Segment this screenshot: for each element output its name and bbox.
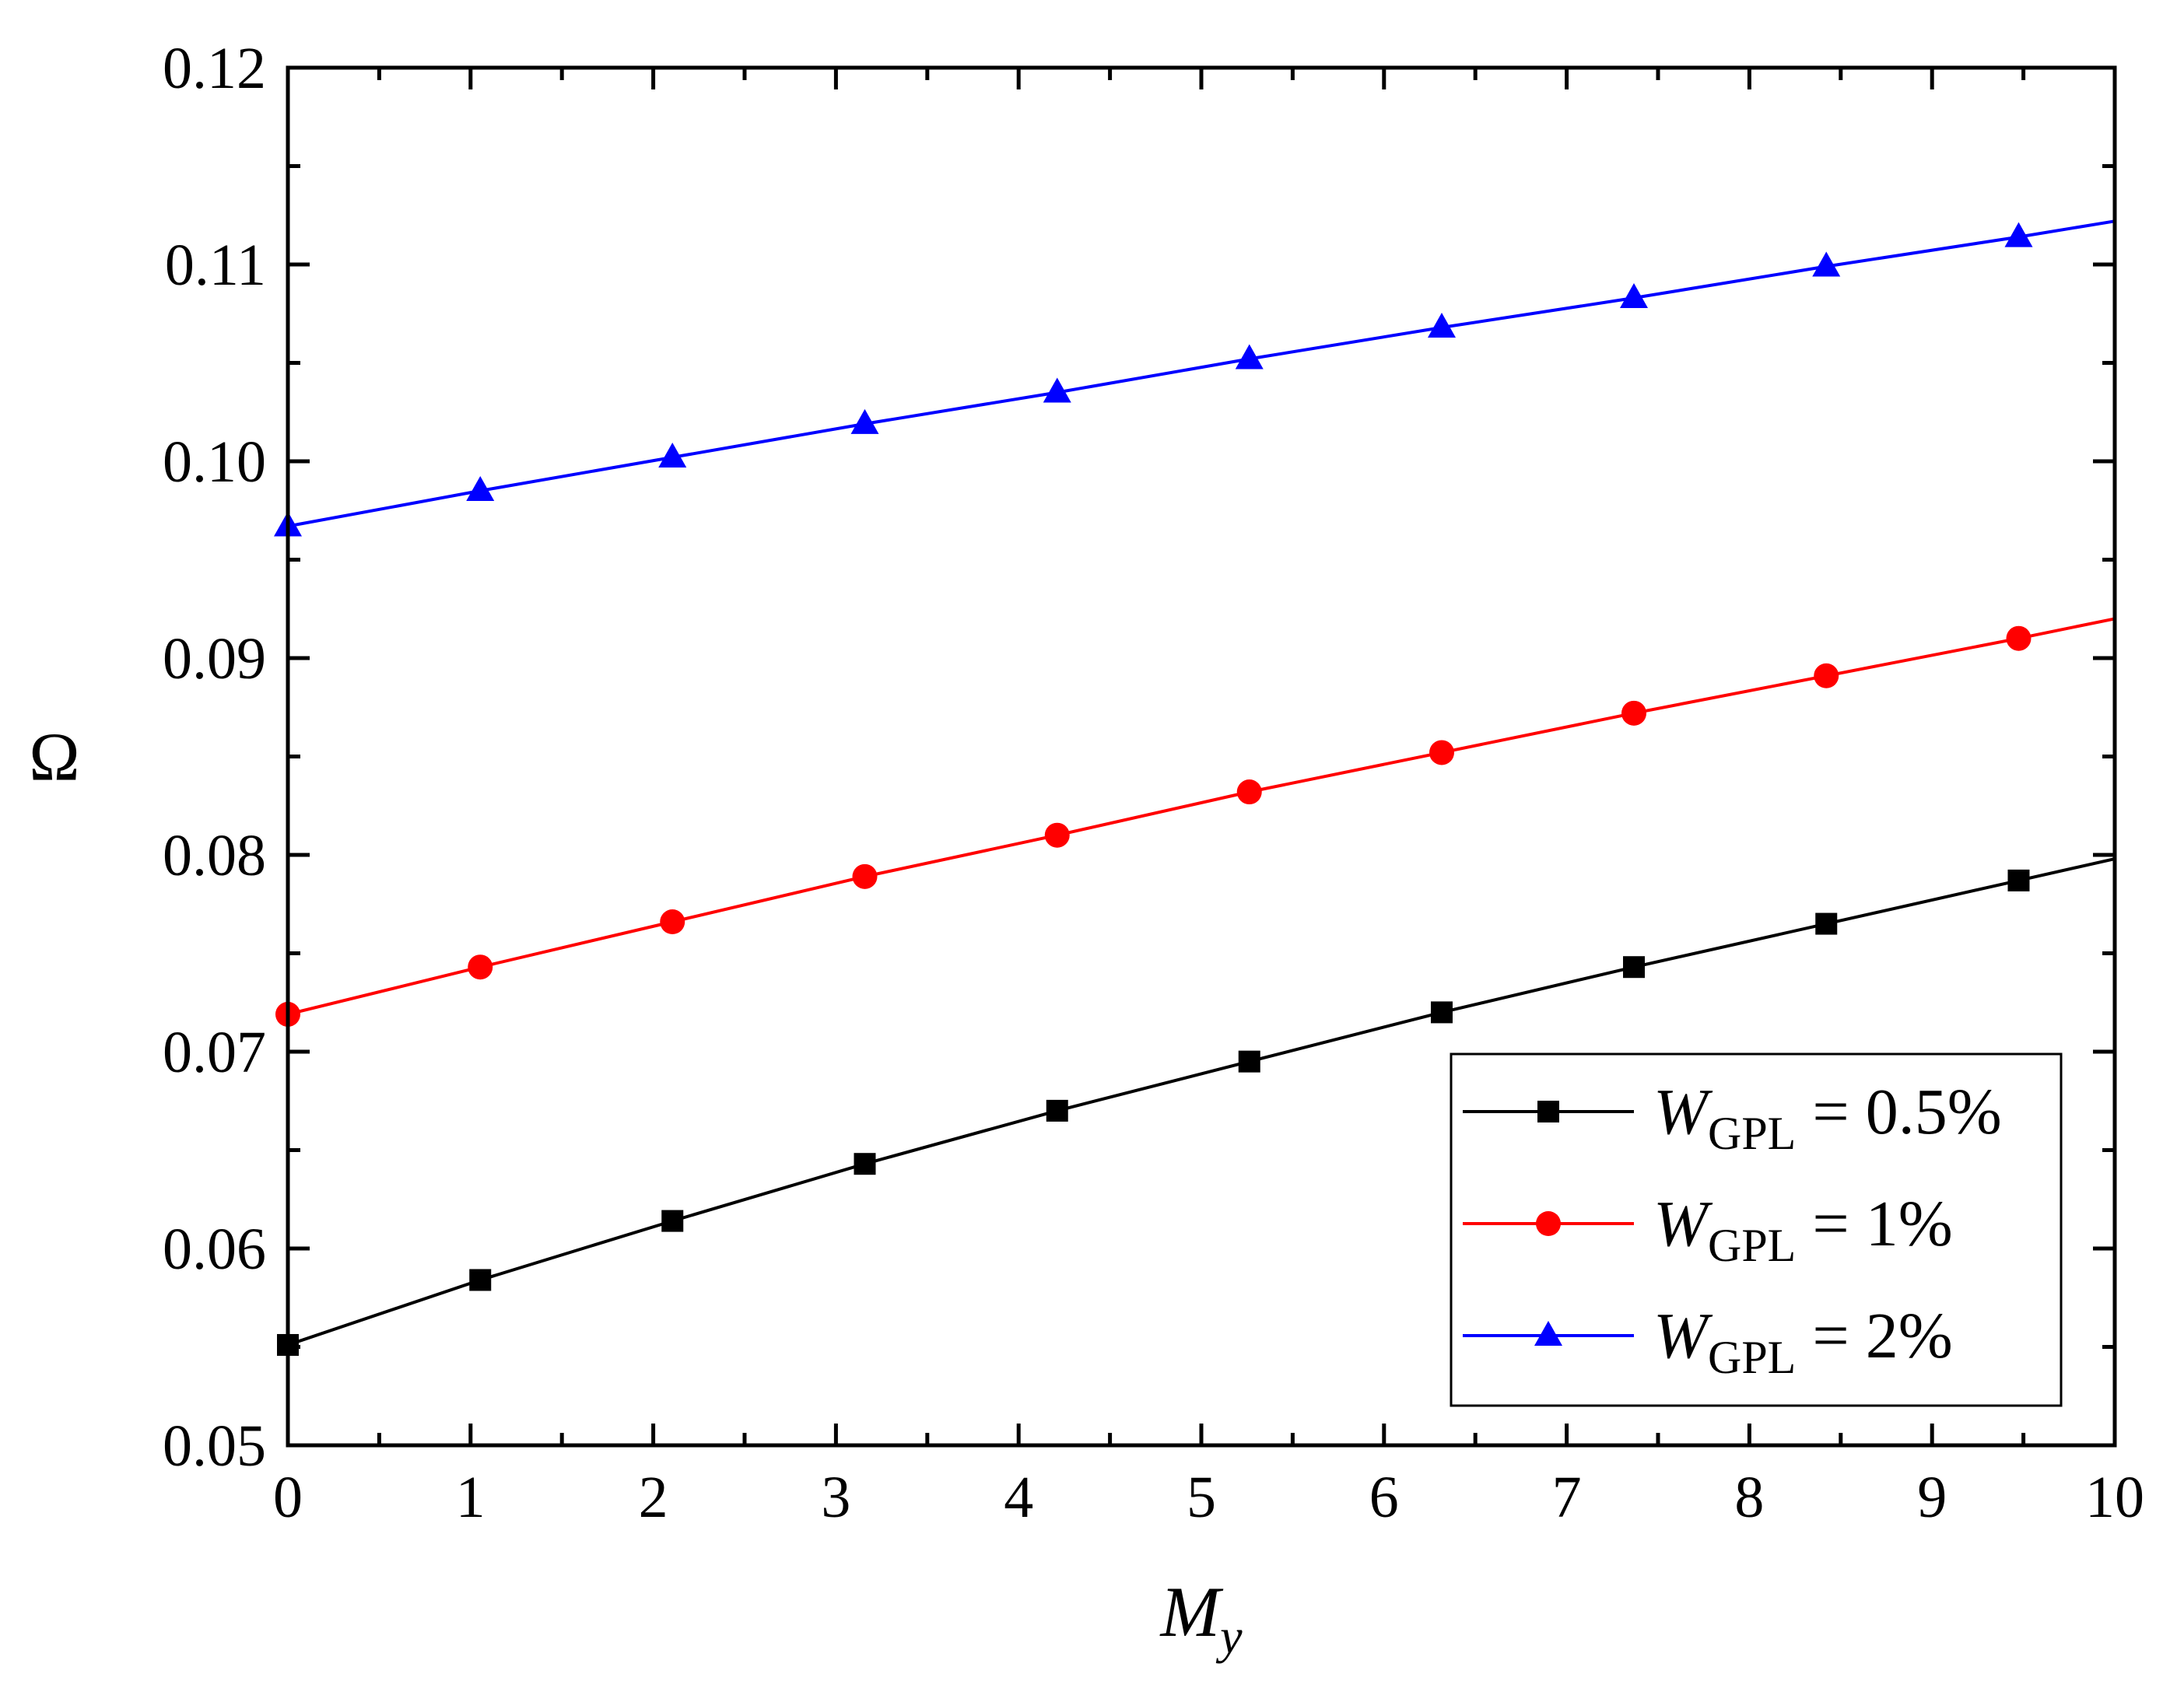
series-1-point-6	[1238, 1050, 1260, 1073]
series-1-point-2	[469, 1269, 492, 1291]
axes-layer	[286, 65, 2117, 1448]
series-layer	[274, 219, 2116, 1356]
legend-marker-2	[1536, 1211, 1561, 1236]
series-line-2	[287, 617, 2116, 1016]
x-axis-title-sub: y	[1215, 1609, 1243, 1664]
series-3-point-9	[1812, 251, 1841, 277]
series-3-point-10	[2004, 222, 2033, 247]
y-tick-label: 0.07	[163, 1020, 266, 1085]
legend-label-sub: GPL	[1708, 1108, 1796, 1159]
y-tick-label: 0.06	[163, 1217, 266, 1282]
series-1-point-9	[1815, 912, 1838, 935]
x-tick-label: 7	[1552, 1465, 1582, 1530]
series-2-point-3	[660, 909, 685, 935]
series-2-point-7	[1429, 740, 1454, 765]
x-axis-title: My	[1159, 1572, 1243, 1664]
legend-label-1: WGPL = 0.5%	[1653, 1076, 2002, 1159]
x-tick-label: 9	[1917, 1465, 1947, 1530]
series-1-point-5	[1046, 1099, 1068, 1122]
legend-label-main: W	[1653, 1076, 1713, 1148]
y-tick-label: 0.09	[163, 626, 266, 692]
y-tick-label: 0.11	[165, 233, 266, 298]
series-line-3	[287, 219, 2116, 528]
legend-label-sub: GPL	[1708, 1220, 1796, 1271]
x-tick-label: 0	[273, 1465, 303, 1530]
x-tick-label: 5	[1187, 1465, 1216, 1530]
series-1-point-8	[1623, 956, 1646, 979]
series-2-point-2	[468, 954, 493, 980]
series-3-point-4	[850, 408, 879, 434]
x-tick-label: 4	[1004, 1465, 1033, 1530]
y-tick-label: 0.08	[163, 823, 266, 888]
series-3-point-6	[1235, 344, 1264, 369]
series-2-point-8	[1621, 700, 1647, 726]
x-tick-label: 3	[821, 1465, 850, 1530]
x-tick-label: 1	[456, 1465, 486, 1530]
labels-layer: 0 1 2 3 4 5 6 7 8 9 10 0.05 0.06 0.07 0.08 0.09 0.10 0.11…	[29, 36, 2144, 1664]
series-2-point-10	[2006, 625, 2032, 651]
x-tick-label: 8	[1734, 1465, 1764, 1530]
y-axis-title: Ω	[29, 720, 79, 796]
series-1-point-10	[2007, 869, 2030, 891]
x-axis-title-main: M	[1159, 1572, 1223, 1651]
series-1-point-3	[661, 1210, 684, 1232]
series-1-point-4	[854, 1153, 876, 1175]
y-tick-label: 0.12	[163, 36, 266, 101]
legend: WGPL = 0.5%WGPL = 1%WGPL = 2%	[1450, 1052, 2063, 1407]
x-tick-label: 2	[639, 1465, 668, 1530]
series-2-point-5	[1044, 822, 1070, 848]
legend-label-3: WGPL = 2%	[1653, 1300, 1953, 1383]
series-3-point-3	[658, 442, 687, 468]
y-tick-label: 0.05	[163, 1413, 266, 1479]
legend-label-main: W	[1653, 1188, 1713, 1260]
y-tick-label: 0.10	[163, 429, 266, 495]
series-3-point-8	[1620, 283, 1649, 309]
legend-marker-3	[1534, 1321, 1562, 1346]
legend-marker-1	[1537, 1101, 1559, 1122]
series-1-point-7	[1430, 1001, 1453, 1024]
series-2-point-6	[1236, 779, 1262, 805]
legend-label-2: WGPL = 1%	[1653, 1188, 1953, 1271]
x-tick-label: 10	[2085, 1465, 2144, 1530]
series-2-point-4	[852, 863, 878, 889]
series-2-point-9	[1814, 663, 1839, 688]
legend-label-rest: = 2%	[1796, 1300, 1952, 1372]
legend-label-sub: GPL	[1708, 1332, 1796, 1383]
legend-label-rest: = 1%	[1796, 1188, 1952, 1260]
x-tick-label: 6	[1369, 1465, 1399, 1530]
series-3-point-5	[1043, 377, 1071, 403]
legend-label-rest: = 0.5%	[1796, 1076, 2001, 1148]
legend-label-main: W	[1653, 1300, 1713, 1372]
series-3-point-2	[466, 475, 495, 501]
series-3-point-7	[1427, 312, 1456, 338]
